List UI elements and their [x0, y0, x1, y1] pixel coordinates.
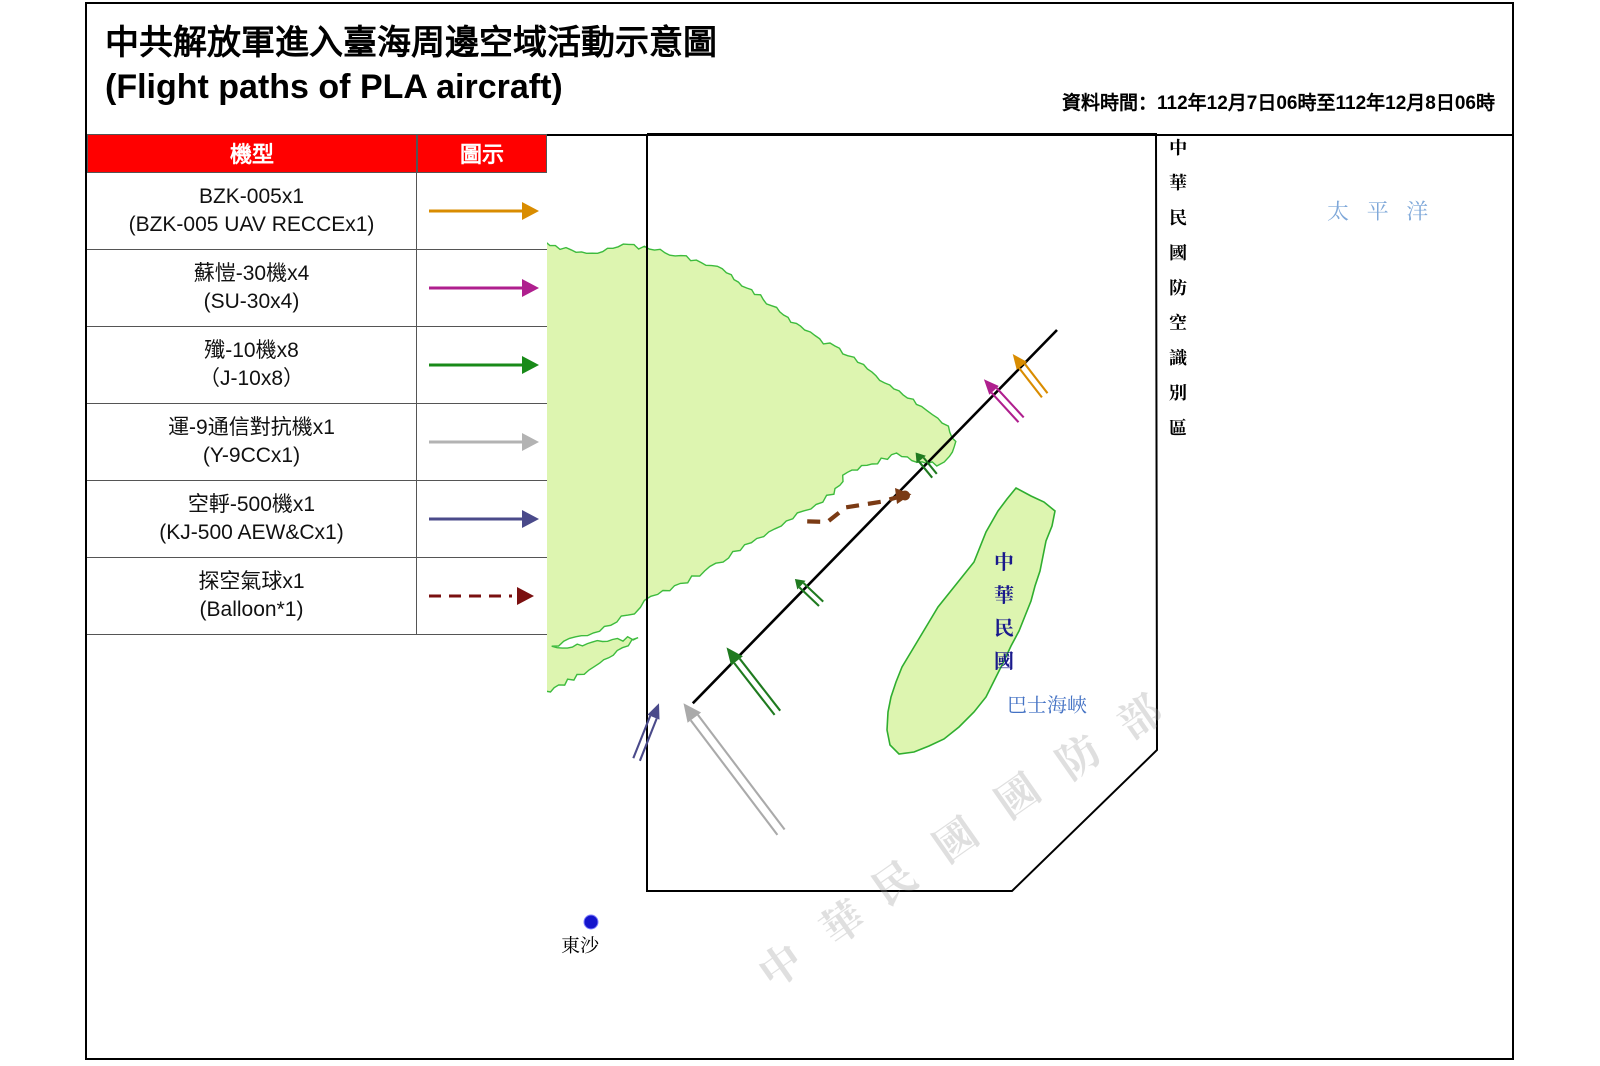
svg-text:中: 中: [1169, 134, 1187, 160]
svg-text:部: 部: [1104, 678, 1173, 751]
svg-text:華: 華: [994, 579, 1014, 608]
svg-text:巴士海峽: 巴士海峽: [1007, 689, 1087, 718]
svg-text:東沙: 東沙: [561, 931, 599, 958]
svg-text:識: 識: [1169, 344, 1187, 370]
svg-text:空: 空: [1169, 309, 1187, 335]
svg-text:民: 民: [1169, 204, 1187, 230]
svg-text:防: 防: [1169, 274, 1187, 300]
svg-text:華: 華: [1169, 169, 1187, 195]
svg-text:國: 國: [994, 645, 1014, 674]
svg-text:華: 華: [807, 884, 876, 957]
svg-text:民: 民: [859, 844, 928, 917]
svg-text:國: 國: [982, 757, 1051, 830]
svg-text:中: 中: [745, 927, 814, 1000]
svg-text:民: 民: [994, 612, 1014, 641]
svg-text:國: 國: [1169, 239, 1187, 265]
svg-text:別: 別: [1169, 379, 1187, 405]
svg-text:防: 防: [1043, 718, 1112, 791]
svg-text:區: 區: [1169, 414, 1187, 440]
svg-text:中: 中: [994, 546, 1014, 575]
svg-text:國: 國: [920, 801, 989, 874]
svg-text:太 平 洋: 太 平 洋: [1327, 195, 1434, 226]
